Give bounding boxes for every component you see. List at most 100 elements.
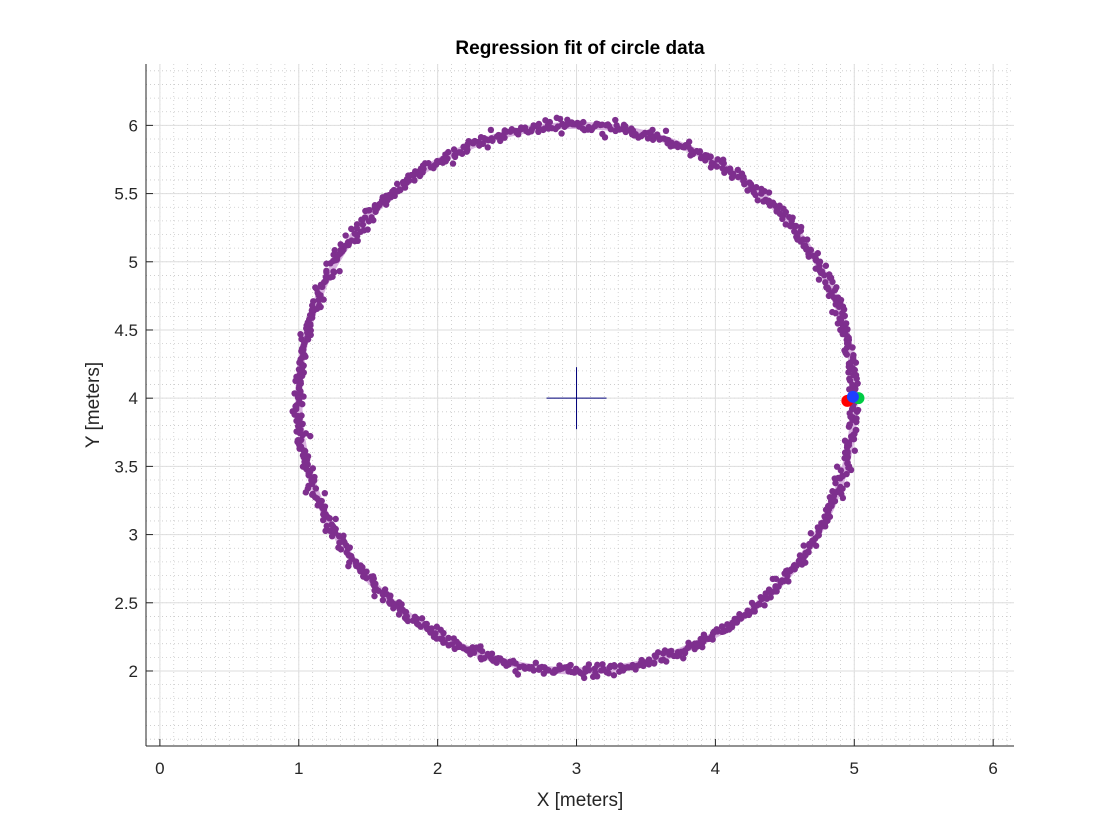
data-point <box>714 628 721 635</box>
data-point <box>782 221 789 228</box>
data-point <box>320 516 327 524</box>
data-point <box>843 470 850 478</box>
data-point <box>734 173 742 181</box>
data-point <box>844 459 851 466</box>
data-point <box>767 594 774 601</box>
data-point <box>326 515 333 522</box>
data-point <box>370 575 377 582</box>
data-point <box>791 228 798 235</box>
data-point <box>645 656 653 663</box>
data-point <box>831 497 839 505</box>
y-axis-label: Y [meters] <box>83 362 104 448</box>
x-tick-label: 4 <box>711 759 720 778</box>
y-tick-labels: 2 2.5 3 3.5 4 4.5 5 5.5 6 <box>114 116 138 681</box>
data-point <box>427 629 434 636</box>
data-point <box>375 587 382 594</box>
x-tick-label: 6 <box>988 759 997 778</box>
data-point <box>580 674 588 682</box>
data-point <box>323 260 330 267</box>
data-point <box>668 647 675 655</box>
data-point <box>756 600 763 608</box>
markers-layer <box>841 390 865 407</box>
data-point <box>610 672 618 679</box>
data-point <box>772 588 780 595</box>
data-point <box>336 267 343 275</box>
data-point <box>348 225 355 233</box>
data-point <box>599 130 606 138</box>
data-point <box>815 276 823 283</box>
data-point <box>645 661 653 668</box>
data-point <box>371 592 378 600</box>
data-point <box>796 552 804 559</box>
data-point <box>644 135 652 142</box>
minor-grid <box>145 64 1014 746</box>
data-point <box>413 615 421 623</box>
data-point <box>708 159 716 167</box>
data-point <box>478 647 486 655</box>
data-point <box>321 489 329 497</box>
data-point <box>470 649 478 656</box>
data-point <box>484 144 491 151</box>
data-point <box>337 546 345 553</box>
data-point <box>372 208 379 215</box>
data-point <box>846 375 853 382</box>
data-point <box>714 156 721 163</box>
data-point <box>734 166 742 174</box>
data-point <box>736 611 743 618</box>
data-point <box>532 659 539 666</box>
data-point <box>693 640 701 647</box>
x-tick-label: 1 <box>294 759 303 778</box>
data-point <box>746 179 753 186</box>
data-point <box>822 262 830 269</box>
data-point <box>451 153 459 161</box>
data-point <box>653 131 661 138</box>
data-point <box>822 279 829 286</box>
data-point <box>800 542 807 549</box>
y-tick-label: 4.5 <box>114 321 138 340</box>
data-point <box>760 198 767 205</box>
data-point <box>323 522 330 530</box>
data-point <box>362 207 369 215</box>
data-point <box>336 539 343 546</box>
data-point <box>299 431 306 439</box>
data-point <box>785 578 792 585</box>
chart-title: Regression fit of circle data <box>455 38 705 59</box>
data-point <box>854 406 862 414</box>
data-point <box>753 184 760 191</box>
x-tick-label: 5 <box>850 759 859 778</box>
data-point <box>390 605 397 612</box>
data-point <box>680 655 687 662</box>
data-point <box>542 117 549 124</box>
data-point <box>514 671 522 678</box>
data-point <box>337 241 344 248</box>
data-point <box>854 380 861 387</box>
data-point <box>535 128 542 136</box>
data-point <box>613 122 620 129</box>
y-tick-label: 4 <box>129 389 138 408</box>
data-point <box>663 658 670 665</box>
data-point <box>754 197 761 204</box>
center-marker-layer <box>546 367 607 430</box>
y-tick-label: 5.5 <box>114 185 138 204</box>
data-point <box>585 666 593 674</box>
data-point <box>553 114 560 122</box>
data-point <box>761 602 768 609</box>
data-point <box>837 483 844 491</box>
data-point <box>802 559 809 566</box>
data-point <box>346 544 353 551</box>
data-point <box>460 143 467 151</box>
data-point <box>493 659 500 666</box>
data-point <box>477 134 485 141</box>
data-point <box>302 489 310 496</box>
data-point <box>605 670 612 677</box>
data-point <box>372 580 379 587</box>
data-point <box>850 351 857 359</box>
data-point <box>842 320 850 327</box>
data-point <box>411 177 418 184</box>
data-point <box>293 417 300 425</box>
y-tick-label: 3 <box>129 526 138 545</box>
data-point <box>379 596 387 604</box>
data-point <box>345 562 352 570</box>
data-point <box>395 611 403 618</box>
point-marker <box>846 390 859 403</box>
